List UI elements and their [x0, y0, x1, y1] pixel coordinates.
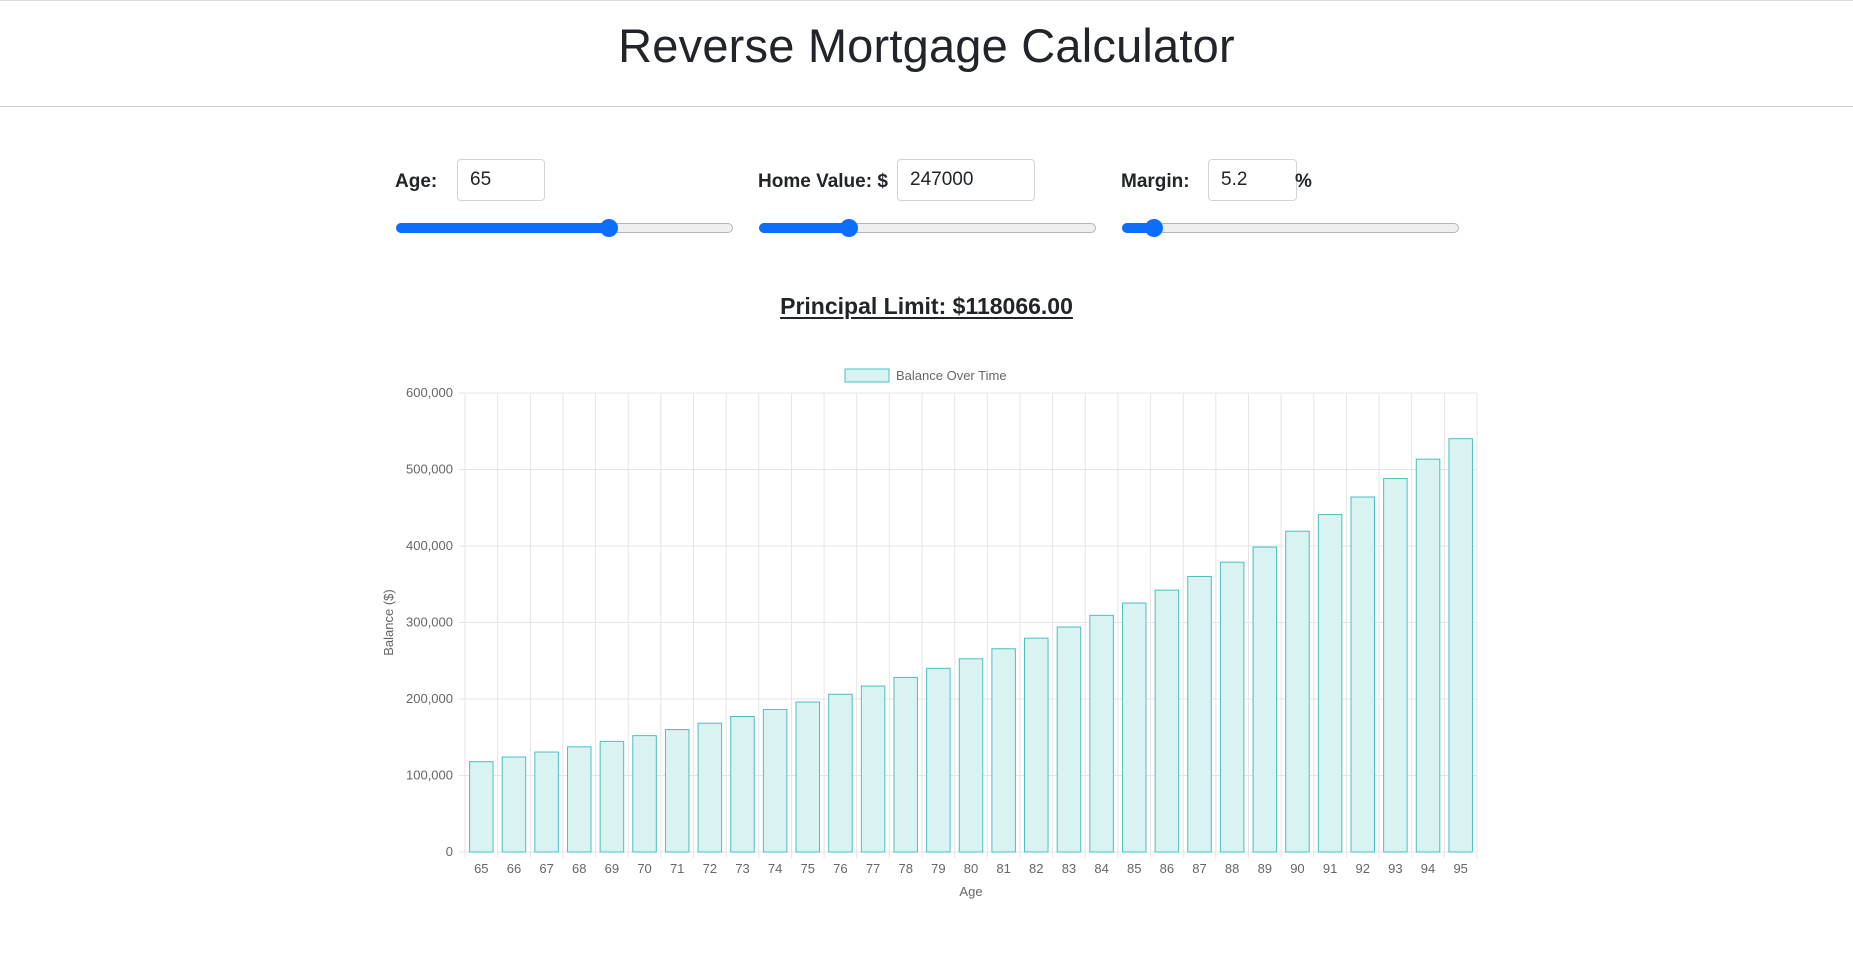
y-tick-label: 400,000 [406, 538, 453, 553]
y-tick-label: 100,000 [406, 768, 453, 783]
bar [731, 717, 755, 852]
margin-label: Margin: [1121, 171, 1190, 193]
bar [1449, 439, 1473, 852]
bar [568, 747, 592, 852]
bar [1384, 479, 1408, 852]
legend-swatch [845, 369, 889, 382]
x-tick-label: 76 [833, 861, 847, 876]
bar [1253, 547, 1277, 852]
x-tick-label: 69 [605, 861, 619, 876]
bar [502, 757, 526, 852]
x-axis-title: Age [959, 884, 982, 899]
balance-chart: 0 100,000 200,000 300,000 400,000 500,000 600,… [370, 355, 1490, 915]
bar [1286, 531, 1310, 852]
x-tick-label: 89 [1258, 861, 1272, 876]
y-tick-label: 600,000 [406, 385, 453, 400]
bar [927, 668, 951, 852]
y-tick-label: 200,000 [406, 691, 453, 706]
bar [470, 762, 494, 852]
bar [535, 752, 559, 852]
home-value-control: Home Value: $ [758, 159, 1058, 203]
x-tick-label: 77 [866, 861, 880, 876]
x-tick-label: 79 [931, 861, 945, 876]
bar [992, 649, 1016, 852]
bar [1351, 497, 1375, 852]
bar [633, 736, 657, 852]
home-value-slider-fill [759, 223, 849, 233]
bar [763, 709, 787, 852]
x-tick-label: 84 [1094, 861, 1108, 876]
x-tick-label: 78 [898, 861, 912, 876]
y-tick-label: 300,000 [406, 615, 453, 630]
x-tick-label: 92 [1356, 861, 1370, 876]
legend-label: Balance Over Time [896, 368, 1007, 383]
x-tick-label: 90 [1290, 861, 1304, 876]
x-tick-label: 93 [1388, 861, 1402, 876]
bar [796, 702, 820, 852]
margin-input[interactable] [1208, 159, 1297, 201]
bar [1122, 603, 1146, 852]
home-value-input[interactable] [897, 159, 1035, 201]
y-tick-label: 0 [446, 844, 453, 859]
margin-slider-thumb[interactable] [1145, 219, 1163, 237]
x-tick-label: 82 [1029, 861, 1043, 876]
bar [1057, 627, 1081, 852]
bar [1416, 459, 1440, 852]
age-label: Age: [395, 171, 437, 193]
age-input[interactable] [457, 159, 545, 201]
margin-percent-suffix: % [1295, 171, 1312, 193]
margin-control: Margin: % [1121, 159, 1341, 203]
x-tick-label: 68 [572, 861, 586, 876]
x-tick-label: 88 [1225, 861, 1239, 876]
age-control: Age: [395, 159, 595, 203]
x-tick-label: 70 [637, 861, 651, 876]
bar [600, 741, 624, 852]
home-value-label: Home Value: $ [758, 171, 888, 193]
x-tick-label: 75 [801, 861, 815, 876]
bar [861, 686, 885, 852]
x-tick-label: 66 [507, 861, 521, 876]
age-slider[interactable] [396, 219, 733, 237]
page-title: Reverse Mortgage Calculator [0, 0, 1853, 73]
x-tick-label: 85 [1127, 861, 1141, 876]
bar [665, 730, 689, 852]
x-tick-label: 86 [1160, 861, 1174, 876]
bar [1318, 515, 1342, 852]
bar [1155, 590, 1179, 852]
principal-limit: Principal Limit: $118066.00 [0, 293, 1853, 320]
bar [1025, 638, 1049, 852]
margin-slider[interactable] [1122, 219, 1459, 237]
x-tick-label: 91 [1323, 861, 1337, 876]
bar [894, 677, 918, 852]
x-tick-label: 73 [735, 861, 749, 876]
x-tick-label: 83 [1062, 861, 1076, 876]
bar [698, 723, 722, 852]
margin-slider-track [1122, 223, 1459, 233]
page-header: Reverse Mortgage Calculator [0, 0, 1853, 107]
x-tick-label: 80 [964, 861, 978, 876]
y-tick-label: 500,000 [406, 462, 453, 477]
x-tick-label: 81 [996, 861, 1010, 876]
x-tick-label: 94 [1421, 861, 1435, 876]
x-tick-label: 71 [670, 861, 684, 876]
x-tick-label: 74 [768, 861, 782, 876]
bar [829, 694, 853, 852]
y-axis-title: Balance ($) [381, 589, 396, 655]
bar [1220, 562, 1244, 852]
home-value-slider-thumb[interactable] [840, 219, 858, 237]
x-tick-label: 87 [1192, 861, 1206, 876]
age-slider-fill [396, 223, 609, 233]
home-value-slider[interactable] [759, 219, 1096, 237]
x-tick-label: 67 [539, 861, 553, 876]
age-slider-thumb[interactable] [600, 219, 618, 237]
bar [1090, 615, 1114, 852]
bar [1188, 576, 1212, 852]
bar [959, 659, 983, 852]
principal-limit-text: Principal Limit: $118066.00 [780, 293, 1073, 319]
x-tick-label: 95 [1453, 861, 1467, 876]
x-tick-label: 65 [474, 861, 488, 876]
x-tick-label: 72 [703, 861, 717, 876]
